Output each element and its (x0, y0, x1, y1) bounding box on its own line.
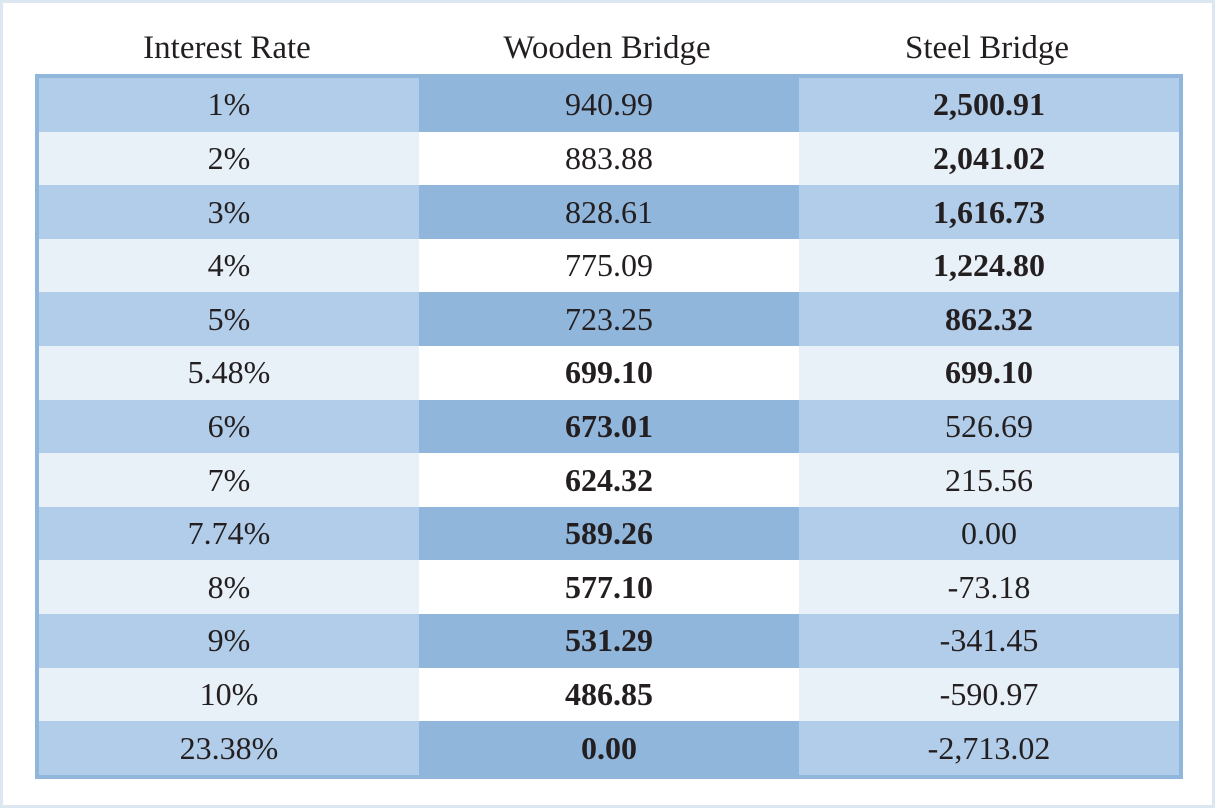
interest-rate-cell: 4% (39, 238, 419, 293)
interest-rate-cell: 5.48% (39, 346, 419, 400)
table-row: 5% 723.25 862.32 (39, 292, 1179, 347)
table-row: 5.48% 699.10 699.10 (39, 346, 1179, 400)
table-body: 1% 940.99 2,500.91 2% 883.88 2,041.02 3% 828.61… (35, 74, 1183, 779)
table-row: 7.74% 589.26 0.00 (39, 506, 1179, 561)
steel-bridge-cell: 526.69 (799, 399, 1179, 454)
wooden-bridge-cell: 624.32 (419, 453, 799, 507)
steel-bridge-cell: 2,500.91 (799, 78, 1179, 132)
wooden-bridge-cell: 828.61 (419, 185, 799, 239)
wooden-bridge-cell: 531.29 (419, 614, 799, 668)
steel-bridge-cell: 1,224.80 (799, 238, 1179, 293)
steel-bridge-cell: -341.45 (799, 614, 1179, 668)
interest-rate-cell: 7.74% (39, 506, 419, 561)
steel-bridge-cell: -590.97 (799, 667, 1179, 722)
steel-bridge-cell: 0.00 (799, 506, 1179, 561)
table-row: 1% 940.99 2,500.91 (39, 78, 1179, 132)
interest-rate-cell: 8% (39, 560, 419, 615)
table-header: Interest Rate Wooden Bridge Steel Bridge (37, 22, 1179, 74)
interest-rate-cell: 5% (39, 292, 419, 347)
steel-bridge-cell: 862.32 (799, 292, 1179, 347)
table-row: 4% 775.09 1,224.80 (39, 238, 1179, 293)
interest-rate-cell: 10% (39, 667, 419, 722)
table-row: 10% 486.85 -590.97 (39, 667, 1179, 722)
wooden-bridge-cell: 940.99 (419, 78, 799, 132)
interest-rate-cell: 3% (39, 185, 419, 239)
wooden-bridge-cell: 0.00 (419, 721, 799, 775)
wooden-bridge-cell: 589.26 (419, 506, 799, 561)
header-interest-rate: Interest Rate (143, 29, 311, 66)
table-row: 6% 673.01 526.69 (39, 399, 1179, 454)
table-row: 9% 531.29 -341.45 (39, 614, 1179, 668)
steel-bridge-cell: 2,041.02 (799, 131, 1179, 186)
wooden-bridge-cell: 673.01 (419, 399, 799, 454)
table-row: 23.38% 0.00 -2,713.02 (39, 721, 1179, 775)
wooden-bridge-cell: 883.88 (419, 131, 799, 186)
table-row: 3% 828.61 1,616.73 (39, 185, 1179, 239)
wooden-bridge-cell: 699.10 (419, 346, 799, 400)
steel-bridge-cell: -73.18 (799, 560, 1179, 615)
table-row: 7% 624.32 215.56 (39, 453, 1179, 507)
table-row: 8% 577.10 -73.18 (39, 560, 1179, 615)
wooden-bridge-cell: 486.85 (419, 667, 799, 722)
interest-rate-cell: 2% (39, 131, 419, 186)
interest-rate-cell: 23.38% (39, 721, 419, 775)
steel-bridge-cell: 215.56 (799, 453, 1179, 507)
header-steel-bridge: Steel Bridge (904, 29, 1070, 66)
steel-bridge-cell: 1,616.73 (799, 185, 1179, 239)
steel-bridge-cell: 699.10 (799, 346, 1179, 400)
wooden-bridge-cell: 723.25 (419, 292, 799, 347)
interest-rate-cell: 1% (39, 78, 419, 132)
interest-rate-cell: 6% (39, 399, 419, 454)
header-wooden-bridge: Wooden Bridge (503, 29, 711, 66)
steel-bridge-cell: -2,713.02 (799, 721, 1179, 775)
wooden-bridge-cell: 775.09 (419, 238, 799, 293)
wooden-bridge-cell: 577.10 (419, 560, 799, 615)
table-row: 2% 883.88 2,041.02 (39, 131, 1179, 186)
interest-rate-cell: 7% (39, 453, 419, 507)
interest-rate-cell: 9% (39, 614, 419, 668)
